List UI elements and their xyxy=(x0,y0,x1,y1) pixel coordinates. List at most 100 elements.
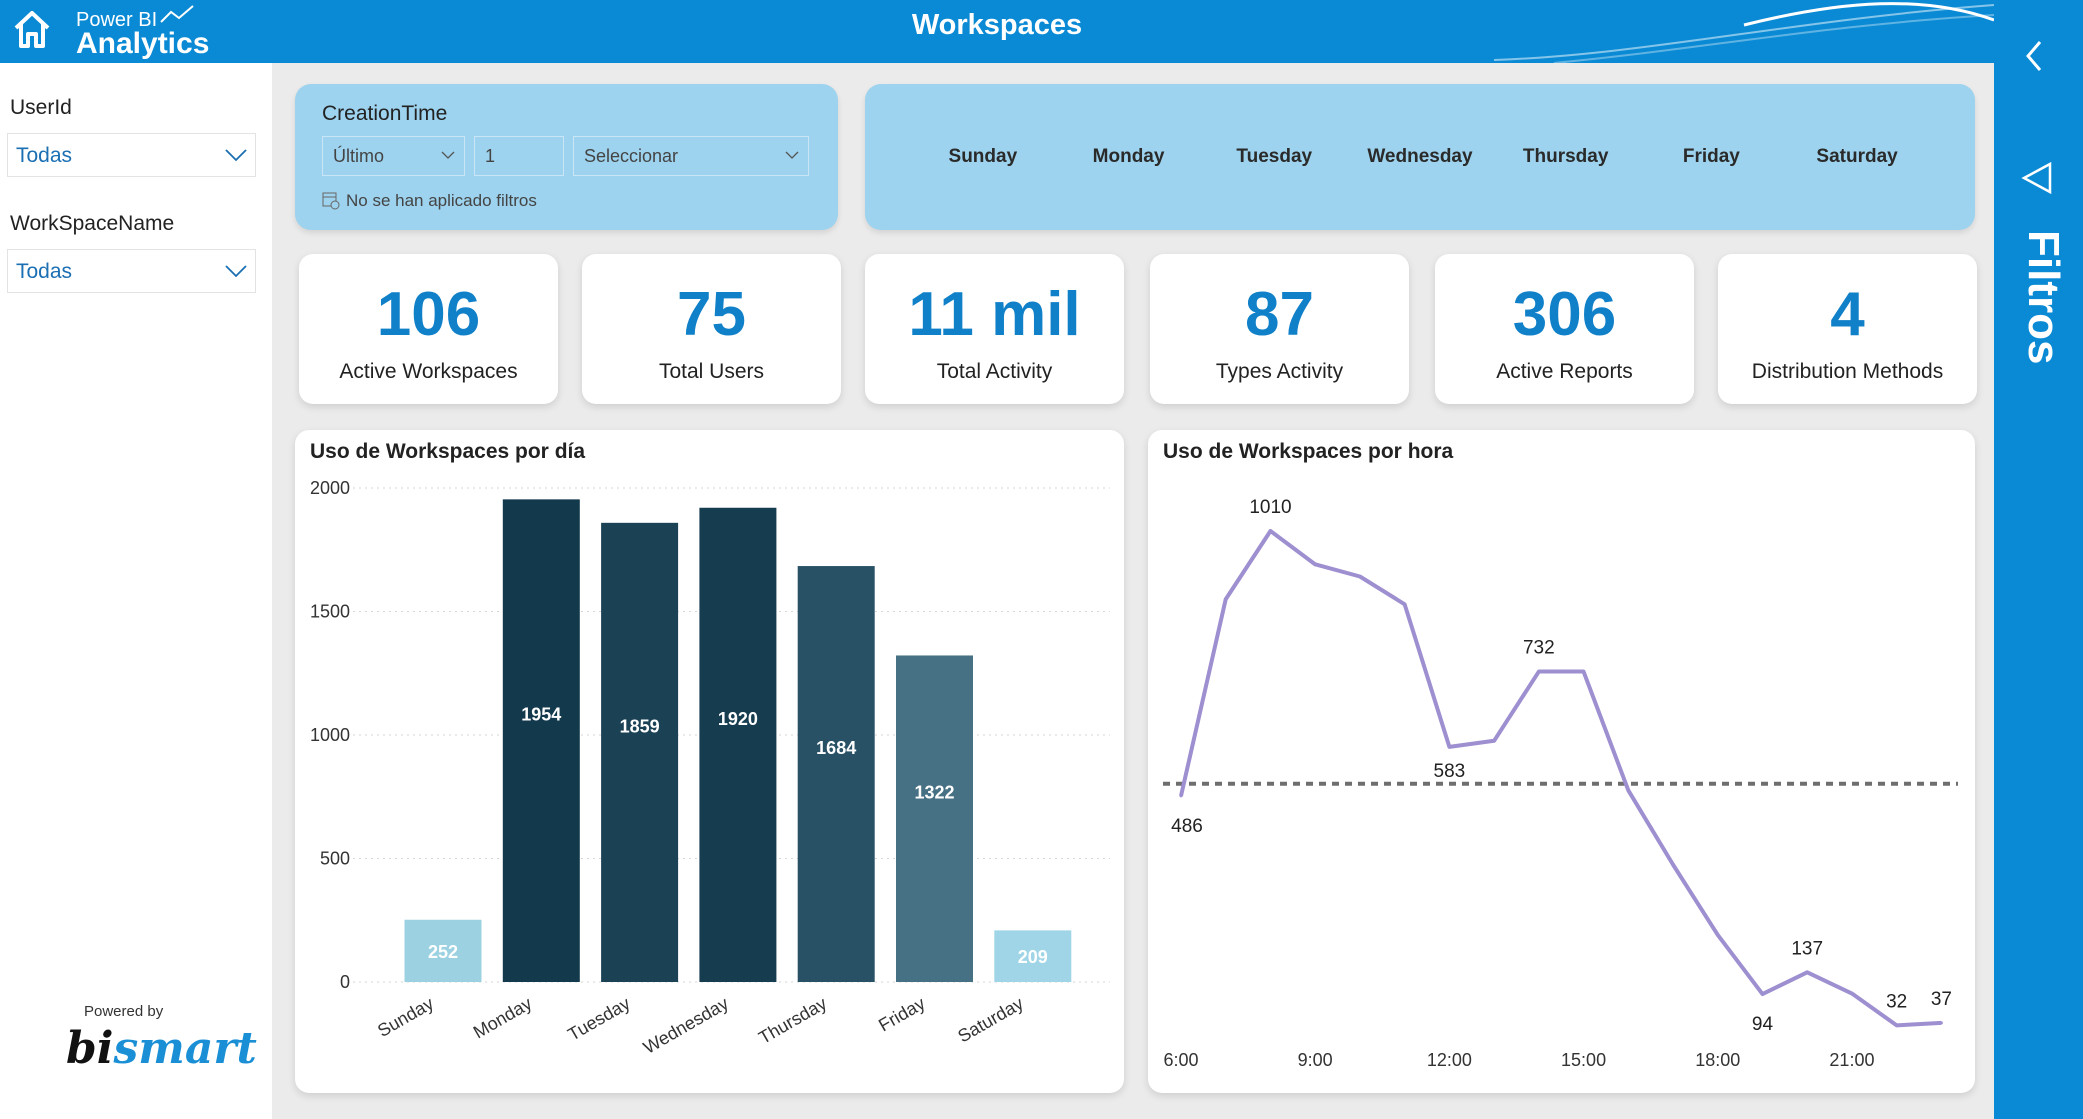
chevron-down-icon xyxy=(225,149,247,162)
data-point xyxy=(1582,670,1586,674)
y-tick-label: 2000 xyxy=(310,478,350,498)
kpi-label: Active Reports xyxy=(1496,360,1633,383)
mode-value: Último xyxy=(333,146,385,166)
x-tick-label: Saturday xyxy=(954,993,1026,1046)
data-point xyxy=(1179,794,1183,798)
workspacename-label: WorkSpaceName xyxy=(10,212,175,235)
weekday-thursday[interactable]: Thursday xyxy=(1522,146,1609,167)
bar-tuesday xyxy=(601,522,679,982)
x-tick-label: Tuesday xyxy=(564,993,633,1045)
weekday-sunday[interactable]: Sunday xyxy=(948,146,1018,167)
y-tick-label: 1000 xyxy=(310,725,350,745)
weekday-tuesday[interactable]: Tuesday xyxy=(1236,146,1313,167)
chevron-down-icon xyxy=(225,265,247,278)
relative-mode-dropdown[interactable]: Último xyxy=(322,136,465,176)
kpi-active-workspaces: 106 Active Workspaces xyxy=(299,254,558,404)
y-tick-label: 0 xyxy=(340,972,350,992)
header: Power BI Analytics Workspaces xyxy=(0,0,1994,63)
x-tick-label: Friday xyxy=(875,993,928,1035)
page-title: Workspaces xyxy=(911,9,1083,41)
kpi-types-activity: 87 Types Activity xyxy=(1150,254,1409,404)
data-label: 1322 xyxy=(914,783,954,803)
data-point xyxy=(1358,574,1362,578)
x-tick-label: Thursday xyxy=(755,993,830,1048)
data-label: 583 xyxy=(1434,761,1466,782)
kpi-value: 106 xyxy=(376,280,481,349)
filter-status: No se han aplicado filtros xyxy=(322,190,537,211)
sidebar: UserId Todas WorkSpaceName Todas Powered… xyxy=(0,63,272,1119)
y-tick-label: 500 xyxy=(320,849,350,869)
line-chart-title: Uso de Workspaces por hora xyxy=(1163,440,1454,463)
data-label: 486 xyxy=(1171,816,1203,837)
home-icon[interactable] xyxy=(12,8,52,52)
line-chart: 486 1010 583 732 94 137 32 37 6:00 9:00 12:00 15:00… xyxy=(1163,497,1958,1070)
bar-chart-card: 0 500 1000 1500 2000 252 Sunday 1954 Monday 1859 T… xyxy=(295,430,1124,1093)
weekday-friday[interactable]: Friday xyxy=(1682,146,1740,167)
workspacename-value: Todas xyxy=(16,260,73,283)
weekday-slicer: Sunday Monday Tuesday Wednesday Thursday… xyxy=(865,84,1975,230)
app-logo: Power BI Analytics xyxy=(76,2,209,59)
relative-number-input[interactable]: 1 xyxy=(474,136,564,176)
filter-icon xyxy=(2021,161,2052,195)
data-label: 94 xyxy=(1752,1014,1774,1035)
y-tick-label: 1500 xyxy=(310,602,350,622)
kpi-label: Types Activity xyxy=(1215,360,1344,383)
data-point xyxy=(1447,745,1451,749)
bar-saturday xyxy=(994,930,1072,982)
x-tick-label: 21:00 xyxy=(1829,1050,1874,1070)
kpi-value: 4 xyxy=(1830,280,1865,349)
line-chart-card: 486 1010 583 732 94 137 32 37 6:00 9:00 12:00 15:00… xyxy=(1148,430,1975,1093)
workspacename-dropdown[interactable]: Todas xyxy=(7,249,256,293)
bar-friday xyxy=(896,655,973,982)
powered-by-label: Powered by xyxy=(84,1003,164,1020)
data-point xyxy=(1939,1021,1943,1025)
logo-line2: Analytics xyxy=(76,27,210,60)
filters-pane-label[interactable]: Filtros xyxy=(2019,230,2068,365)
data-label: 137 xyxy=(1791,938,1823,959)
weekday-saturday[interactable]: Saturday xyxy=(1816,146,1898,167)
kpi-total-users: 75 Total Users xyxy=(582,254,841,404)
data-point xyxy=(1626,788,1630,792)
data-label: 1920 xyxy=(718,709,758,729)
data-label: 37 xyxy=(1931,989,1952,1010)
weekday-monday[interactable]: Monday xyxy=(1092,146,1165,167)
kpi-value: 11 mil xyxy=(908,280,1081,349)
weekday-wednesday[interactable]: Wednesday xyxy=(1367,146,1473,167)
x-tick-label: Monday xyxy=(470,993,535,1042)
data-point xyxy=(1671,863,1675,867)
userid-dropdown[interactable]: Todas xyxy=(7,133,256,177)
bar-wednesday xyxy=(699,507,777,982)
kpi-value: 75 xyxy=(677,280,746,349)
data-point xyxy=(1760,992,1764,996)
relative-unit-dropdown[interactable]: Seleccionar xyxy=(573,136,809,176)
data-label: 209 xyxy=(1018,947,1048,967)
logo-line1: Power BI xyxy=(76,9,158,31)
data-label: 1010 xyxy=(1249,497,1291,518)
bismart-logo: bismart xyxy=(66,1023,257,1074)
data-label: 32 xyxy=(1886,991,1907,1012)
filters-pane-collapsed[interactable]: Filtros xyxy=(1994,0,2083,1119)
data-point xyxy=(1313,562,1317,566)
x-tick-label: 12:00 xyxy=(1427,1050,1472,1070)
kpi-value: 306 xyxy=(1512,280,1617,349)
data-label: 1859 xyxy=(620,716,660,736)
series-line xyxy=(1179,529,1942,1028)
data-label: 1684 xyxy=(816,738,856,758)
x-tick-label: 9:00 xyxy=(1298,1050,1333,1070)
bar-monday xyxy=(502,499,580,982)
data-label: 732 xyxy=(1523,638,1555,659)
kpi-label: Total Users xyxy=(658,360,765,383)
userid-label: UserId xyxy=(10,96,72,119)
kpi-value: 87 xyxy=(1245,280,1314,349)
filter-status-text: No se han aplicado filtros xyxy=(346,191,537,210)
data-point xyxy=(1268,529,1272,533)
chevron-down-icon xyxy=(441,151,455,159)
kpi-label: Active Workspaces xyxy=(339,360,518,383)
x-tick-label: 18:00 xyxy=(1695,1050,1740,1070)
kpi-distribution-methods: 4 Distribution Methods xyxy=(1718,254,1977,404)
chevron-left-icon[interactable] xyxy=(2022,38,2046,74)
data-point xyxy=(1403,602,1407,606)
header-wave-decoration xyxy=(1494,2,1994,63)
bar-chart-title: Uso de Workspaces por día xyxy=(310,440,586,463)
x-tick-label: Wednesday xyxy=(640,993,732,1058)
